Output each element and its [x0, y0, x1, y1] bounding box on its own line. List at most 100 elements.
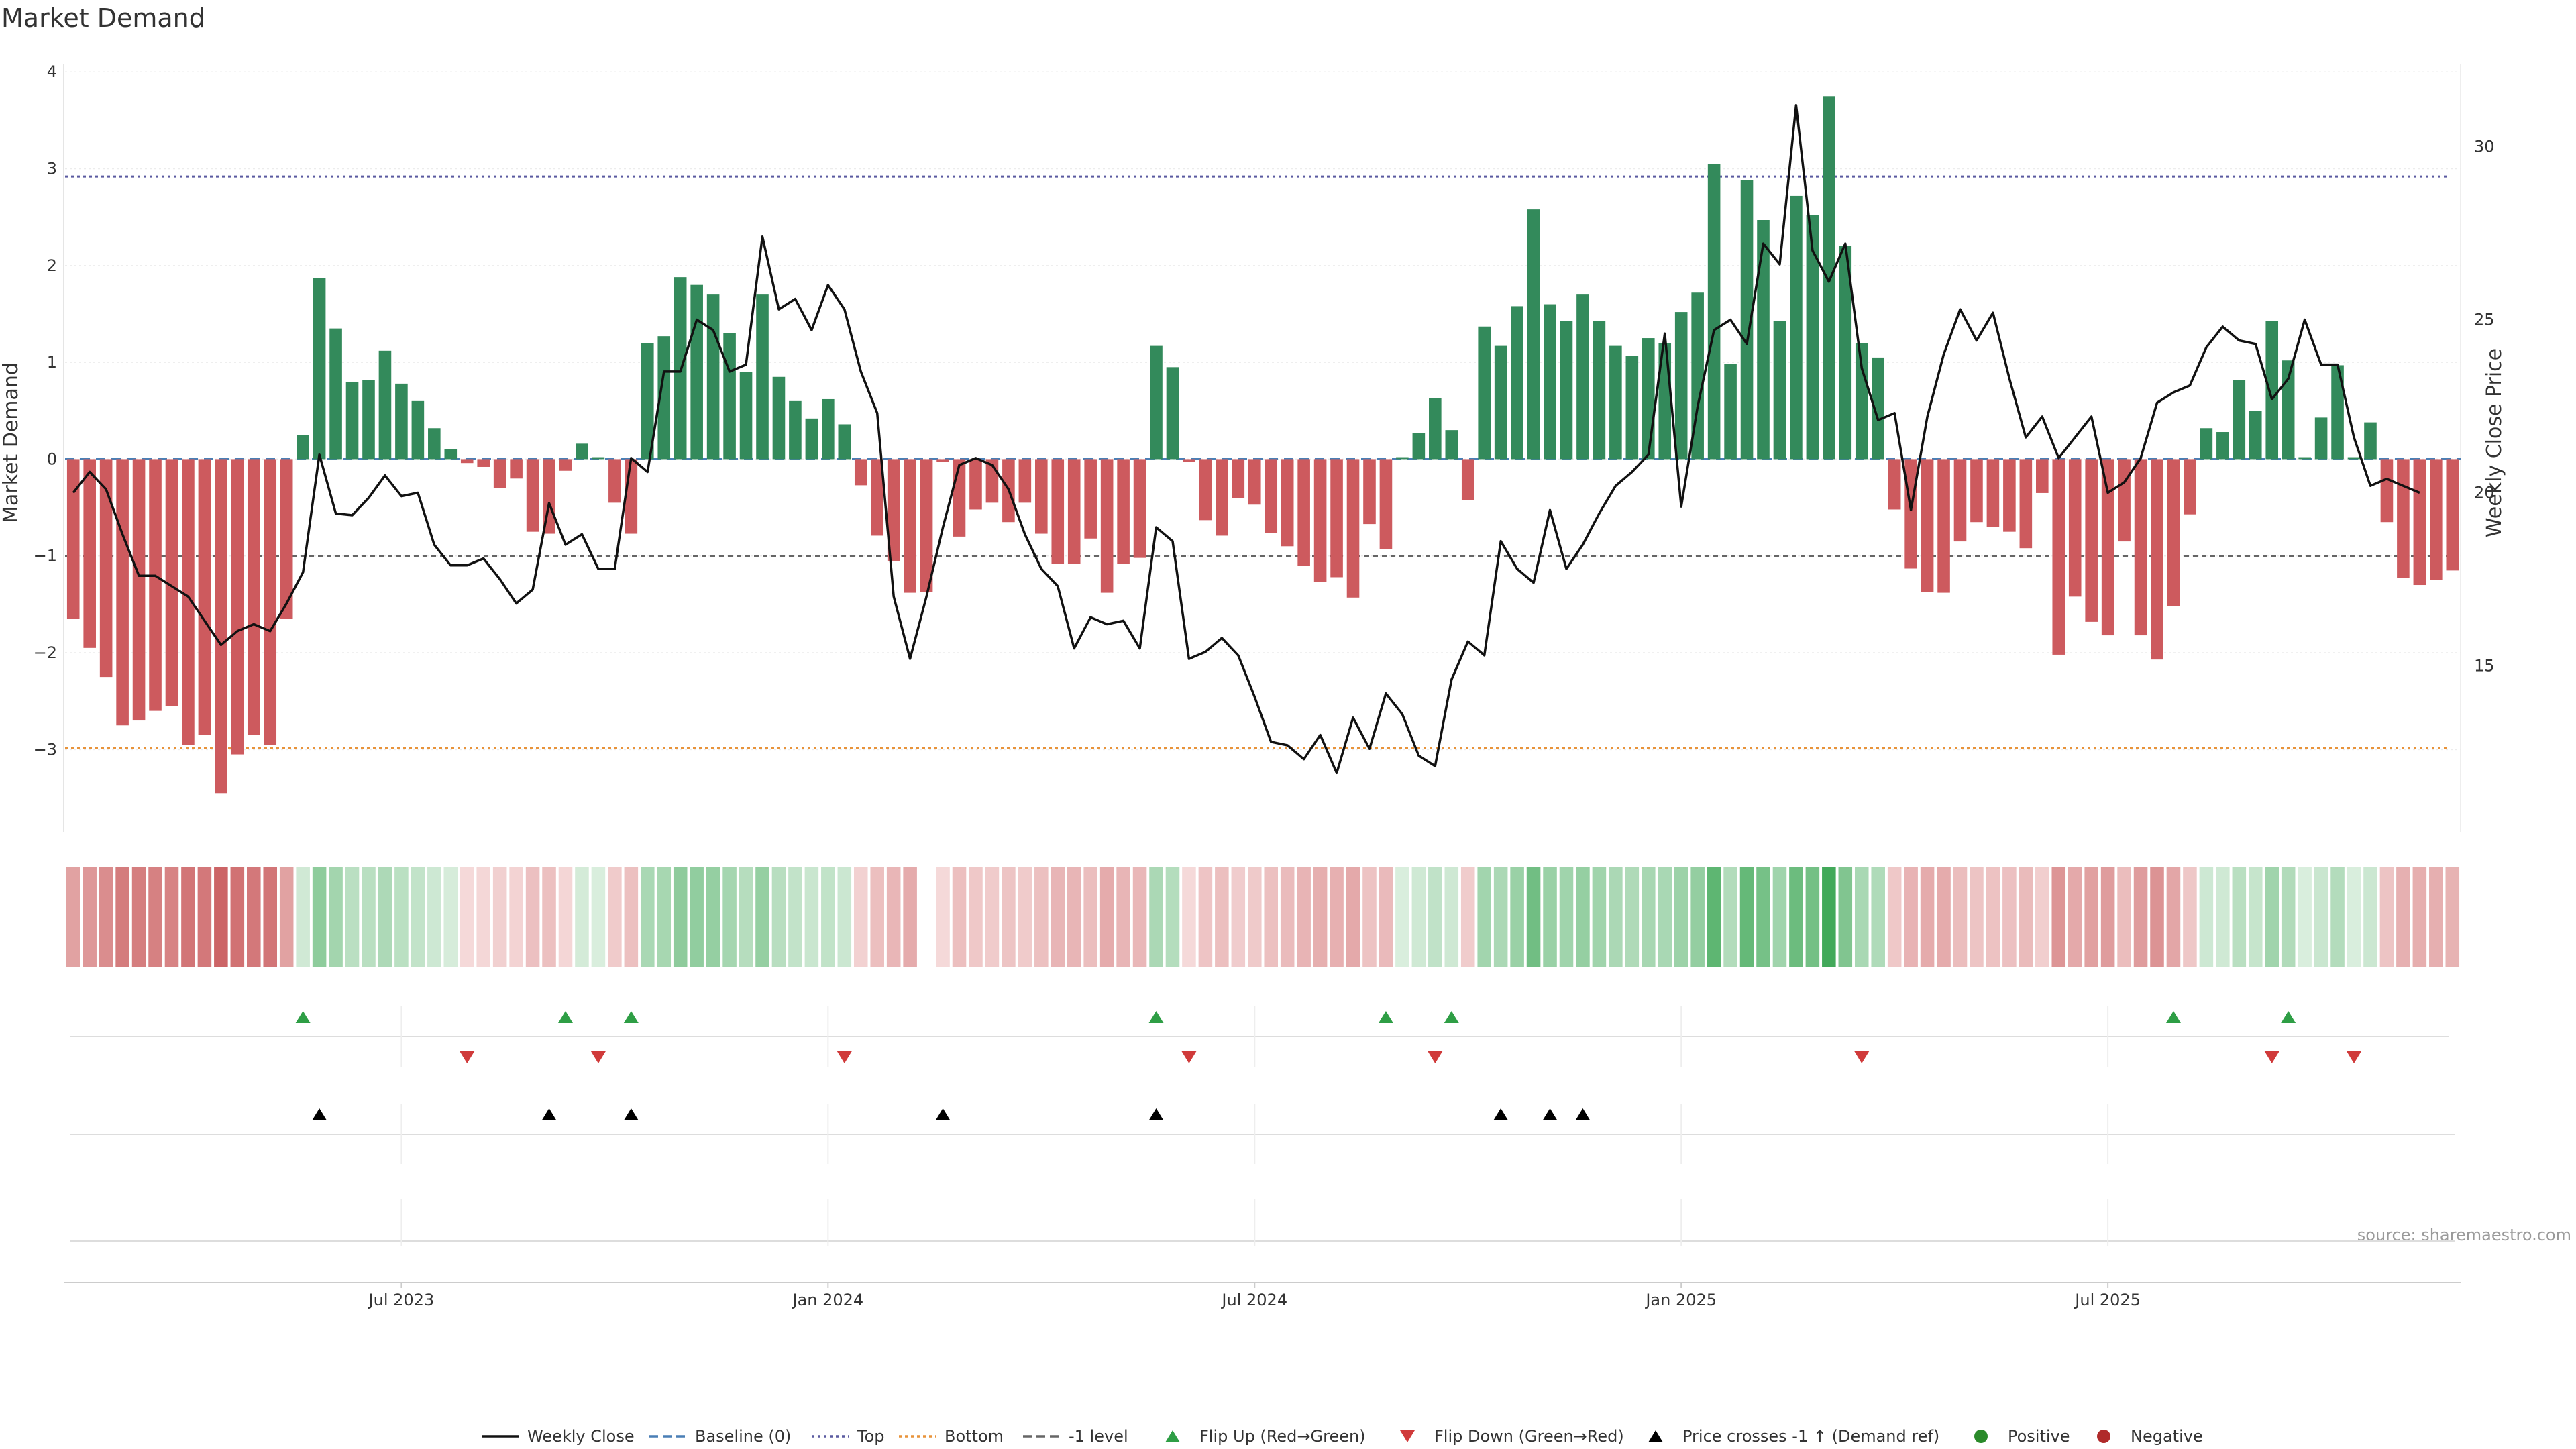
demand-bar — [1100, 459, 1114, 593]
demand-bar — [510, 459, 523, 479]
legend-label: Top — [857, 1427, 885, 1446]
demand-bar — [1642, 338, 1655, 460]
y-tick-label: −2 — [34, 643, 57, 662]
demand-bar — [493, 459, 506, 488]
strip-cell — [624, 867, 639, 967]
demand-bar — [329, 328, 342, 460]
x-tick-label: Jul 2023 — [368, 1291, 435, 1309]
demand-bar — [1609, 345, 1622, 460]
strip-cell — [2166, 867, 2181, 967]
strip-cell — [886, 867, 901, 967]
demand-bar — [756, 294, 769, 460]
strip-cell — [1002, 867, 1016, 967]
demand-bar — [1429, 398, 1442, 460]
y-axis-label: Market Demand — [0, 362, 23, 523]
demand-bar — [805, 418, 818, 460]
demand-bar — [1740, 180, 1754, 460]
strip-cell — [2281, 867, 2296, 967]
strip-cell — [115, 867, 129, 967]
demand-bar — [1313, 459, 1327, 582]
strip-cell — [1132, 867, 1147, 967]
demand-bar — [772, 376, 786, 460]
y-tick-label: 4 — [47, 62, 57, 81]
strip-cell — [1083, 867, 1097, 967]
flip-up-marker — [623, 1011, 639, 1023]
x-tick-label: Jul 2025 — [2074, 1291, 2141, 1309]
strip-cell — [1116, 867, 1130, 967]
strip-cell — [1264, 867, 1279, 967]
strip-cell — [2019, 867, 2033, 967]
flip-down-marker — [2264, 1051, 2279, 1063]
strip-cell — [2265, 867, 2279, 967]
strip-cell — [591, 867, 606, 967]
demand-bar — [1970, 459, 1983, 523]
strip-cell — [164, 867, 179, 967]
demand-bar — [1363, 459, 1376, 525]
strip-cell — [542, 867, 556, 967]
legend-label: Price crosses -1 ↑ (Demand ref) — [1682, 1427, 1939, 1446]
demand-bar — [1560, 321, 1573, 460]
strip-cell — [2347, 867, 2361, 967]
demand-bar — [2380, 459, 2394, 523]
strip-cell — [1313, 867, 1328, 967]
legend-label: Positive — [2008, 1427, 2070, 1446]
demand-bar — [2036, 459, 2049, 493]
strip-cell — [476, 867, 490, 967]
price-cross-marker — [623, 1108, 639, 1120]
flip-up-marker — [557, 1011, 573, 1023]
demand-bar — [1281, 459, 1294, 547]
strip-cell — [1838, 867, 1853, 967]
strip-cell — [1904, 867, 1918, 967]
flip-down-marker — [460, 1051, 475, 1063]
demand-bar — [822, 398, 835, 460]
strip-cell — [1625, 867, 1640, 967]
strip-cell — [1198, 867, 1213, 967]
demand-bar — [1346, 459, 1360, 598]
strip-cell — [1510, 867, 1524, 967]
demand-bar — [1691, 292, 1704, 460]
strip-cell — [2396, 867, 2410, 967]
demand-bar — [969, 459, 982, 510]
demand-bar — [411, 400, 425, 460]
y-tick-label: 3 — [47, 160, 57, 178]
strip-cell — [460, 867, 474, 967]
strip-cell — [83, 867, 97, 967]
strip-cell — [2248, 867, 2263, 967]
flip-up-marker — [1148, 1011, 1164, 1023]
strip-cell — [2412, 867, 2427, 967]
strip-cell — [1543, 867, 1557, 967]
demand-bar — [1379, 459, 1393, 549]
demand-bar — [2413, 459, 2426, 586]
strip-cell — [329, 867, 343, 967]
demand-bar — [2085, 459, 2098, 622]
demand-bar — [1511, 306, 1523, 460]
strip-cell — [1460, 867, 1475, 967]
demand-bar — [1823, 96, 1835, 460]
demand-bar — [1872, 357, 1885, 460]
strip-cell — [1559, 867, 1574, 967]
strip-cell — [1165, 867, 1180, 967]
demand-bar — [297, 435, 309, 460]
demand-bar — [2331, 365, 2344, 460]
strip-cell — [985, 867, 1000, 967]
demand-bar — [592, 457, 605, 460]
price-cross-marker — [1148, 1108, 1164, 1120]
strip-cell — [870, 867, 884, 967]
demand-bar — [1461, 459, 1474, 500]
demand-bar — [2068, 459, 2082, 597]
demand-bar — [838, 424, 851, 460]
price-cross-marker — [1542, 1108, 1558, 1120]
legend-swatch — [1648, 1430, 1663, 1442]
strip-cell — [755, 867, 769, 967]
strip-cell — [558, 867, 573, 967]
demand-bar — [215, 459, 227, 794]
strip-cell — [706, 867, 720, 967]
demand-bar — [1018, 459, 1032, 503]
strip-cell — [1805, 867, 1820, 967]
demand-bar — [247, 459, 260, 735]
demand-bar — [1035, 459, 1048, 534]
strip-cell — [2216, 867, 2230, 967]
demand-bar — [2364, 422, 2377, 460]
demand-bar — [1199, 459, 1212, 521]
y-tick-label: 2 — [47, 256, 57, 275]
